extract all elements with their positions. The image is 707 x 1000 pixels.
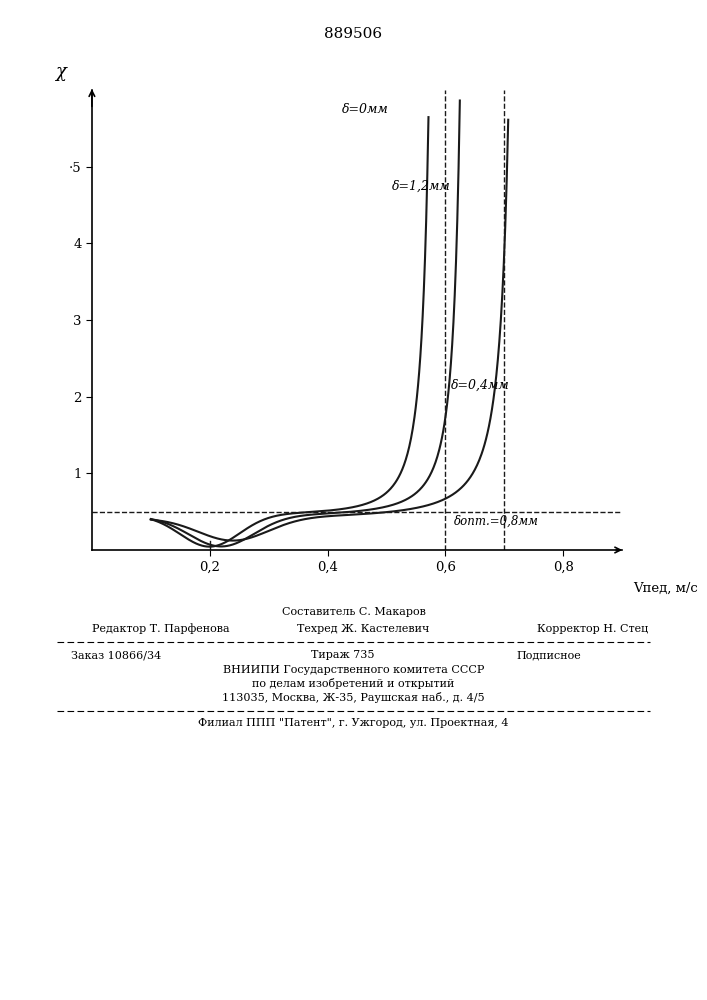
Text: Заказ 10866/34: Заказ 10866/34 [71, 650, 161, 660]
Text: ВНИИПИ Государственного комитета СССР: ВНИИПИ Государственного комитета СССР [223, 665, 484, 675]
Text: δопт.=0,8мм: δопт.=0,8мм [455, 515, 539, 528]
Text: 113035, Москва, Ж-35, Раушская наб., д. 4/5: 113035, Москва, Ж-35, Раушская наб., д. … [222, 692, 485, 703]
Text: δ=1,2мм: δ=1,2мм [392, 180, 451, 193]
Text: Техред Ж. Кастелевич: Техред Ж. Кастелевич [297, 624, 429, 634]
Text: Vпед, м/с: Vпед, м/с [633, 582, 698, 595]
Text: δ=0,4мм: δ=0,4мм [451, 379, 510, 392]
Text: Тираж 735: Тираж 735 [311, 650, 375, 660]
Text: 889506: 889506 [325, 27, 382, 41]
Text: δ=0мм: δ=0мм [342, 103, 389, 116]
Text: Корректор Н. Стец: Корректор Н. Стец [537, 624, 648, 634]
Text: Редактор Т. Парфенова: Редактор Т. Парфенова [92, 623, 230, 634]
Text: Филиал ППП "Патент", г. Ужгород, ул. Проектная, 4: Филиал ППП "Патент", г. Ужгород, ул. Про… [198, 718, 509, 728]
Text: Составитель С. Макаров: Составитель С. Макаров [281, 607, 426, 617]
Text: по делам изобретений и открытий: по делам изобретений и открытий [252, 678, 455, 689]
Text: χ: χ [54, 63, 66, 81]
Text: Подписное: Подписное [516, 650, 581, 660]
